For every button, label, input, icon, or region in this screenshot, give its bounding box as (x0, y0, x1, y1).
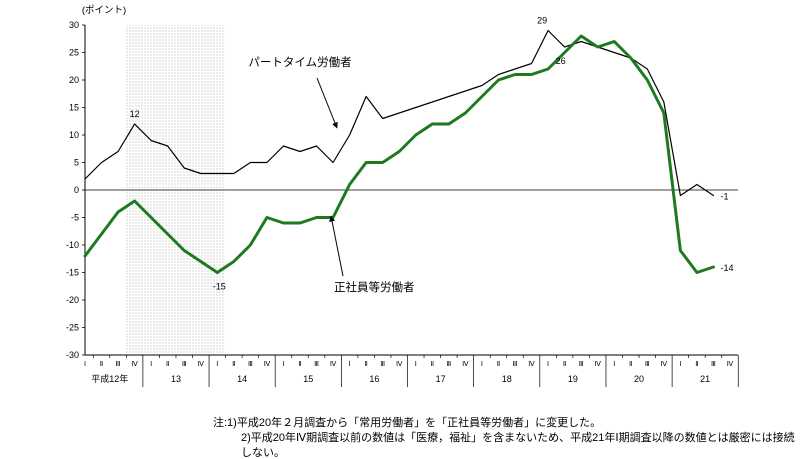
quarter-label: Ⅱ (232, 361, 235, 368)
quarter-label: Ⅳ (198, 361, 205, 368)
quarter-label: Ⅰ (349, 361, 351, 368)
year-label: 15 (303, 374, 313, 384)
quarter-label: Ⅳ (264, 361, 271, 368)
quarter-label: Ⅰ (679, 361, 681, 368)
value-annotation: 29 (537, 16, 547, 26)
quarter-label: Ⅰ (216, 361, 218, 368)
leader-arrow (316, 77, 338, 129)
year-label: 21 (700, 374, 710, 384)
quarter-label: Ⅲ (711, 361, 716, 368)
y-tick-label: -30 (66, 350, 79, 360)
year-label: 18 (502, 374, 512, 384)
quarter-label: Ⅲ (579, 361, 584, 368)
part-time-series-label: パートタイム労働者 (248, 55, 351, 69)
quarter-label: Ⅳ (594, 361, 601, 368)
y-axis-unit-label: (ポイント) (82, 5, 126, 16)
quarter-label: Ⅱ (364, 361, 367, 368)
regular-employees-line (83, 34, 715, 274)
y-tick-label: 15 (69, 103, 79, 113)
quarter-label: Ⅳ (661, 361, 668, 368)
footnote-line-1: 注:1)平成20年２月調査から「常用労働者」を「正社員等労働者」に変更した。 (213, 417, 602, 429)
year-label: 17 (436, 374, 446, 384)
quarter-label: Ⅲ (645, 361, 650, 368)
y-tick-label: -25 (66, 323, 79, 333)
quarter-label: Ⅱ (100, 361, 103, 368)
value-annotation: 12 (130, 109, 140, 119)
quarter-label: Ⅰ (282, 361, 284, 368)
quarter-label: Ⅱ (695, 361, 698, 368)
y-tick-label: 20 (69, 75, 79, 85)
y-tick-label: -10 (66, 240, 79, 250)
year-label: 16 (369, 374, 379, 384)
trend-line-chart: 30 25 20 15 10 5 0 -5 -10 -15 -20 -25 -30 Ⅰ Ⅱ Ⅲ Ⅳ Ⅰ Ⅱ Ⅲ Ⅳ Ⅰ Ⅱ Ⅲ… (66, 5, 739, 387)
year-label: 14 (237, 374, 247, 384)
y-tick-label: -5 (71, 213, 79, 223)
quarter-label: Ⅲ (248, 361, 253, 368)
quarter-label: Ⅰ (481, 361, 483, 368)
quarter-label: Ⅱ (431, 361, 434, 368)
year-label: 19 (568, 374, 578, 384)
part-time-workers-line (84, 29, 715, 197)
footnote-line-2: 2)平成20年Ⅳ期調査以前の数値は「医療，福祉」を含まないため、平成21年Ⅰ期調… (241, 432, 795, 459)
quarter-label: Ⅱ (166, 361, 169, 368)
quarter-label: Ⅳ (330, 361, 337, 368)
year-label: 13 (171, 374, 181, 384)
quarter-label: Ⅰ (547, 361, 549, 368)
value-annotation: -1 (720, 192, 728, 202)
footnotes: 注:1)平成20年２月調査から「常用労働者」を「正社員等労働者」に変更した。 2… (0, 416, 800, 459)
quarter-label: Ⅳ (528, 361, 535, 368)
quarter-label: Ⅱ (497, 361, 500, 368)
y-tick-label: 10 (69, 130, 79, 140)
year-label: 平成12年 (91, 373, 128, 384)
quarter-label: Ⅱ (298, 361, 301, 368)
quarter-label: Ⅲ (314, 361, 319, 368)
quarter-label: Ⅳ (396, 361, 403, 368)
quarter-label: Ⅳ (727, 361, 734, 368)
value-annotation: -15 (213, 282, 226, 292)
y-tick-label: 25 (69, 48, 79, 58)
quarter-label: Ⅲ (513, 361, 518, 368)
quarter-label: Ⅲ (380, 361, 385, 368)
quarter-label: Ⅲ (116, 361, 121, 368)
quarter-label: Ⅲ (182, 361, 187, 368)
quarter-label: Ⅰ (415, 361, 417, 368)
y-tick-label: 0 (74, 185, 79, 195)
quarter-label: Ⅰ (150, 361, 152, 368)
regular-series-label: 正社員等労働者 (334, 280, 415, 294)
quarter-label: Ⅱ (563, 361, 566, 368)
quarter-label: Ⅳ (462, 361, 469, 368)
quarter-label: Ⅰ (613, 361, 615, 368)
quarter-label: Ⅱ (629, 361, 632, 368)
y-tick-label: 30 (69, 20, 79, 30)
value-annotation: 26 (556, 56, 566, 66)
quarter-label: Ⅰ (84, 361, 86, 368)
value-annotation: -14 (720, 263, 733, 273)
year-label: 20 (634, 374, 644, 384)
quarter-label: Ⅳ (131, 361, 138, 368)
leader-arrow (329, 215, 344, 277)
y-tick-label: 5 (74, 158, 79, 168)
y-tick-label: -15 (66, 268, 79, 278)
quarter-label: Ⅲ (446, 361, 451, 368)
y-tick-label: -20 (66, 295, 79, 305)
